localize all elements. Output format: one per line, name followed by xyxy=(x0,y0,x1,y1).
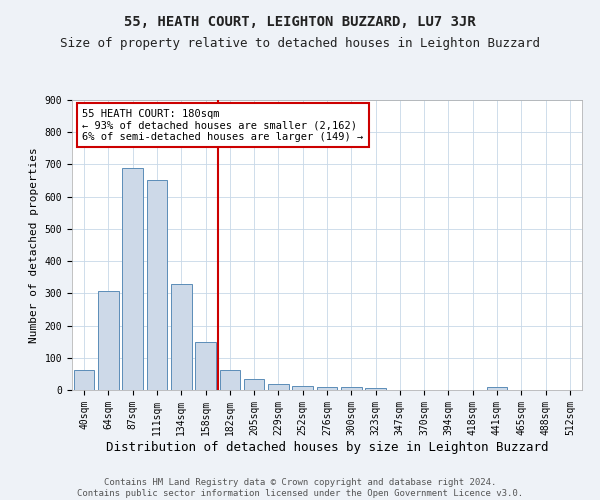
Bar xyxy=(292,386,313,390)
Text: Contains HM Land Registry data © Crown copyright and database right 2024.
Contai: Contains HM Land Registry data © Crown c… xyxy=(77,478,523,498)
Bar xyxy=(146,180,167,390)
Bar xyxy=(74,370,94,390)
Bar xyxy=(244,380,265,390)
Bar xyxy=(268,384,289,390)
Bar xyxy=(341,388,362,390)
Bar xyxy=(220,370,240,390)
Text: Size of property relative to detached houses in Leighton Buzzard: Size of property relative to detached ho… xyxy=(60,38,540,51)
X-axis label: Distribution of detached houses by size in Leighton Buzzard: Distribution of detached houses by size … xyxy=(106,440,548,454)
Bar xyxy=(487,388,508,390)
Bar xyxy=(365,388,386,390)
Y-axis label: Number of detached properties: Number of detached properties xyxy=(29,147,39,343)
Bar xyxy=(317,387,337,390)
Text: 55, HEATH COURT, LEIGHTON BUZZARD, LU7 3JR: 55, HEATH COURT, LEIGHTON BUZZARD, LU7 3… xyxy=(124,15,476,29)
Bar xyxy=(171,284,191,390)
Bar xyxy=(98,291,119,390)
Bar xyxy=(122,168,143,390)
Text: 55 HEATH COURT: 180sqm
← 93% of detached houses are smaller (2,162)
6% of semi-d: 55 HEATH COURT: 180sqm ← 93% of detached… xyxy=(82,108,364,142)
Bar xyxy=(195,342,216,390)
